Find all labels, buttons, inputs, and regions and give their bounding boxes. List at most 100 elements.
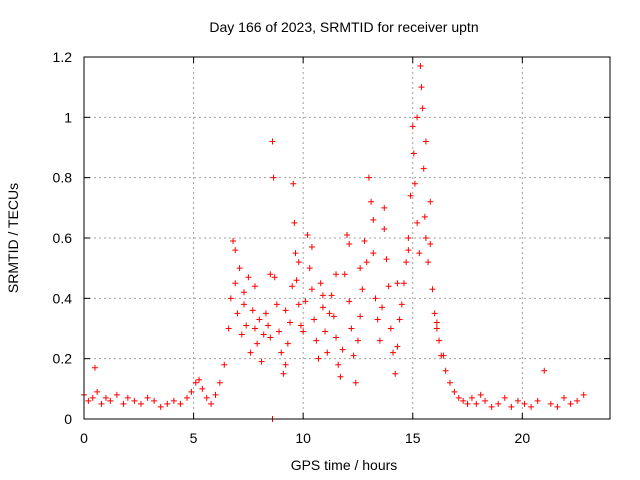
data-point <box>290 180 297 187</box>
data-point <box>436 337 443 344</box>
data-point <box>293 277 300 284</box>
data-point <box>357 265 364 272</box>
data-point <box>304 231 311 238</box>
data-point <box>352 379 359 386</box>
data-point <box>278 349 285 356</box>
data-point <box>282 307 289 314</box>
y-axis: 0 0.2 0.4 0.6 0.8 1 1.2 <box>53 49 610 427</box>
data-point <box>328 292 335 299</box>
data-point <box>350 352 357 359</box>
data-point <box>383 256 390 263</box>
data-point <box>232 247 239 254</box>
y-tick-label: 1.2 <box>53 49 73 65</box>
data-point <box>221 361 228 368</box>
data-point <box>381 225 388 232</box>
x-tick-label: 0 <box>80 430 88 446</box>
data-point <box>348 325 355 332</box>
data-point <box>421 213 428 220</box>
data-point <box>315 355 322 362</box>
data-point <box>554 403 561 410</box>
data-point <box>177 400 184 407</box>
data-point <box>429 286 436 293</box>
data-point <box>324 349 331 356</box>
data-point <box>363 259 370 266</box>
data-point <box>267 271 274 278</box>
data-point <box>365 174 372 181</box>
data-point <box>344 231 350 238</box>
y-tick-label: 0 <box>64 411 72 427</box>
data-point <box>280 370 287 377</box>
data-point <box>407 192 414 199</box>
x-axis: 0 5 10 15 20 <box>80 57 530 446</box>
data-point <box>405 235 412 241</box>
data-point <box>379 304 386 311</box>
data-point <box>403 259 410 266</box>
data-points <box>81 63 587 422</box>
data-point <box>291 219 298 226</box>
data-point <box>464 400 471 407</box>
data-point <box>236 265 243 272</box>
data-point <box>514 397 521 404</box>
data-point <box>560 394 567 401</box>
data-point <box>282 361 289 368</box>
data-point <box>477 391 484 398</box>
data-point <box>258 358 265 365</box>
data-point <box>292 250 299 257</box>
data-point <box>427 241 434 248</box>
data-point <box>547 400 554 407</box>
data-point <box>431 310 438 317</box>
data-point <box>287 319 294 326</box>
data-point <box>196 376 203 383</box>
y-tick-label: 0.4 <box>53 290 73 306</box>
y-tick-label: 0.8 <box>53 170 73 186</box>
data-point <box>313 337 320 344</box>
data-point <box>394 280 401 287</box>
data-point <box>137 400 144 407</box>
data-point <box>120 400 127 407</box>
data-point <box>333 334 340 341</box>
y-tick-label: 0.2 <box>53 351 73 367</box>
data-point <box>243 322 250 329</box>
data-point <box>232 280 239 287</box>
data-point <box>508 403 515 410</box>
data-point <box>427 198 434 205</box>
data-point <box>409 123 416 130</box>
data-point <box>495 400 502 407</box>
data-point <box>357 313 364 320</box>
data-point <box>326 310 333 317</box>
data-point <box>433 319 440 326</box>
x-tick-label: 10 <box>295 430 311 446</box>
data-point <box>262 310 269 317</box>
data-point <box>267 334 274 341</box>
data-point <box>89 394 96 401</box>
y-axis-label: SRMTID / TECUs <box>5 183 21 293</box>
data-point <box>440 352 447 359</box>
data-point <box>91 364 98 371</box>
data-point <box>184 394 191 401</box>
data-point <box>405 247 412 254</box>
data-point <box>260 331 267 338</box>
data-point <box>488 403 495 410</box>
data-point <box>460 397 467 404</box>
data-point <box>451 388 458 395</box>
data-point <box>251 283 258 290</box>
data-point <box>455 394 462 401</box>
data-point <box>85 397 92 404</box>
data-point <box>368 198 375 205</box>
data-point <box>414 219 421 226</box>
data-point <box>473 400 480 407</box>
data-point <box>425 259 432 266</box>
plot-frame <box>83 56 611 420</box>
data-point <box>306 265 313 272</box>
data-point <box>387 325 394 332</box>
data-point <box>319 304 326 311</box>
data-point <box>131 397 138 404</box>
data-point <box>225 325 232 332</box>
data-point <box>192 379 199 386</box>
x-axis-label: GPS time / hours <box>291 457 398 473</box>
data-point <box>208 400 215 407</box>
data-point <box>276 328 283 335</box>
data-point <box>245 274 252 281</box>
data-point <box>385 283 392 290</box>
data-point <box>359 286 366 293</box>
